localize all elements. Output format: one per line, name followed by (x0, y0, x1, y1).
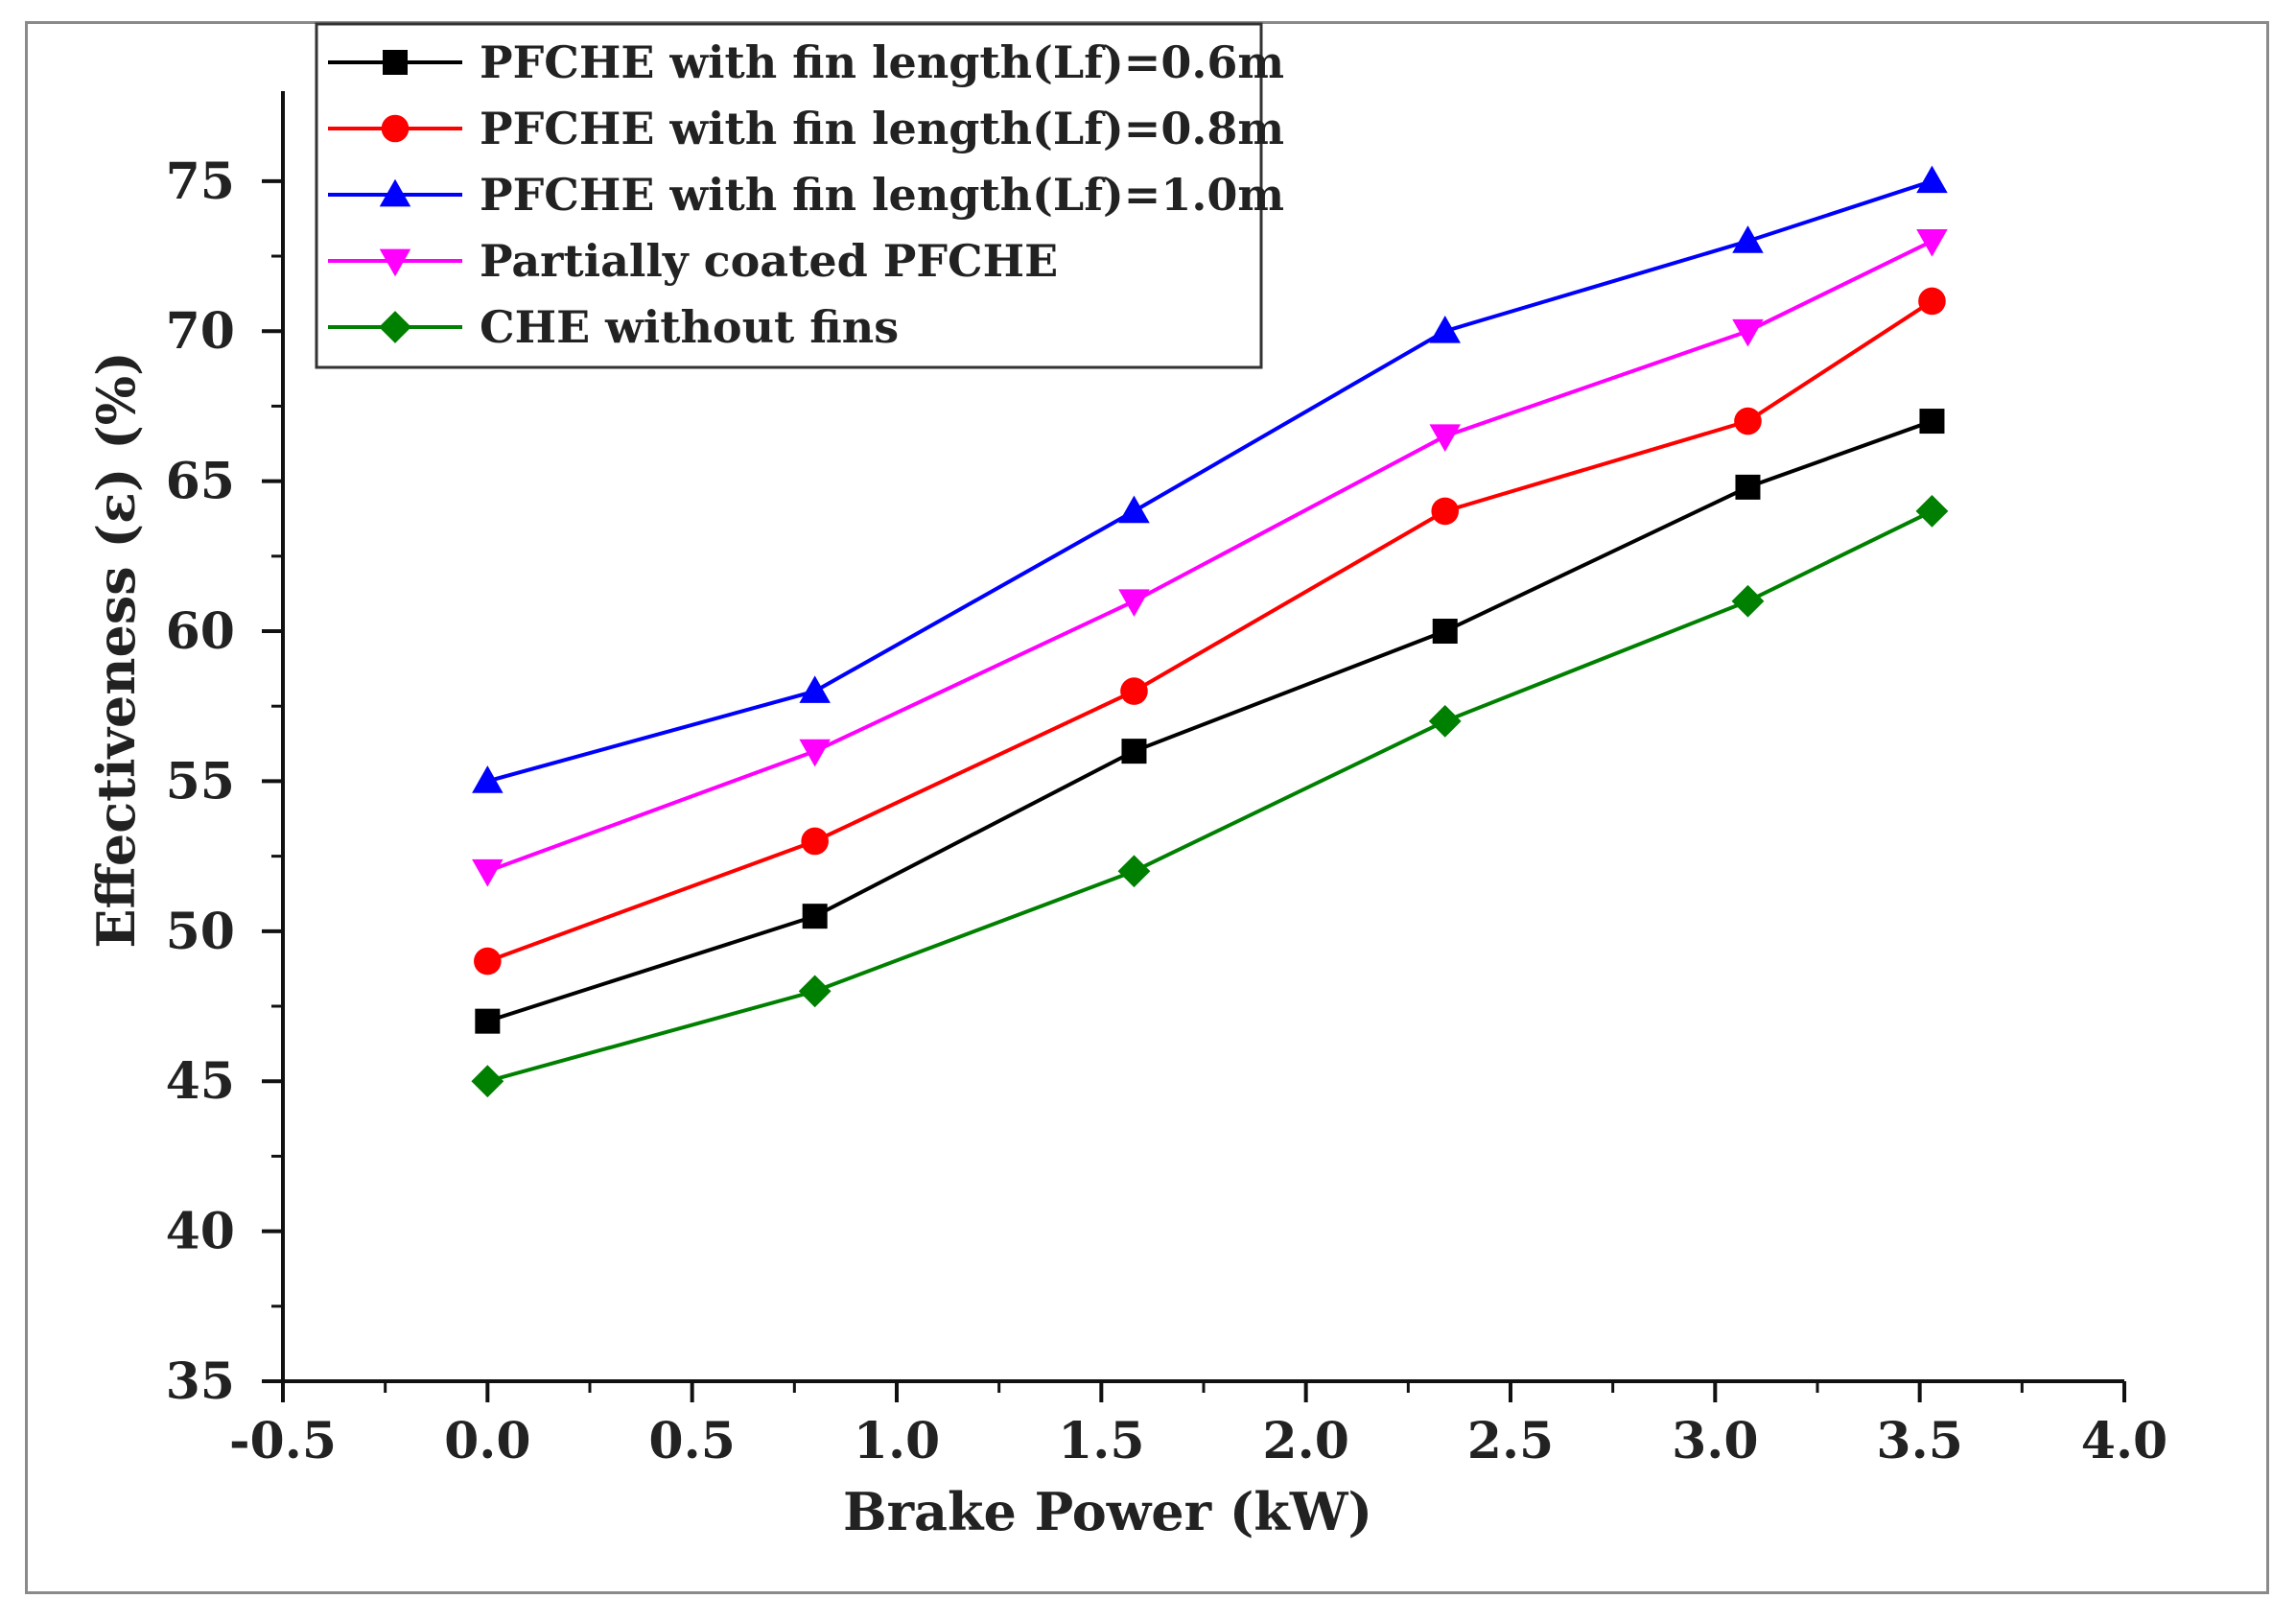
data-point (1735, 474, 1761, 500)
series-2 (474, 287, 1946, 976)
series-layer (471, 165, 1949, 1098)
data-point (1918, 287, 1946, 316)
data-point (801, 827, 829, 856)
y-tick-label: 70 (166, 302, 235, 361)
x-tick-label: 0.5 (648, 1412, 735, 1470)
series-line (486, 299, 1933, 963)
legend-item: Partially coated PFCHE (328, 235, 1058, 287)
data-point (802, 904, 828, 929)
legend-label: CHE without fins (480, 301, 899, 353)
series-line (486, 419, 1933, 1023)
data-point (472, 858, 504, 887)
legend-label: PFCHE with fin length(Lf)=0.6m (480, 36, 1284, 88)
data-point (1429, 424, 1461, 452)
series-line (486, 509, 1933, 1084)
series-3 (472, 165, 1948, 793)
legend-marker (381, 114, 410, 143)
data-point (1734, 407, 1762, 435)
x-tick-label: -0.5 (229, 1412, 337, 1470)
legend: PFCHE with fin length(Lf)=0.6m PFCHE with… (315, 22, 1284, 369)
legend-item: CHE without fins (328, 301, 899, 353)
data-point (1117, 855, 1151, 888)
x-tick-label: 2.5 (1467, 1412, 1554, 1470)
y-axis-title: Effectiveness (ε) (%) (85, 351, 147, 948)
y-axis-ticks: 35 40 45 50 55 60 65 70 75 (166, 153, 283, 1411)
data-point (1732, 318, 1764, 347)
legend-marker (383, 50, 408, 75)
legend-box (315, 22, 1263, 369)
x-tick-label: 2.0 (1262, 1412, 1348, 1470)
legend-label: PFCHE with fin length(Lf)=1.0m (480, 169, 1284, 221)
data-point (1118, 589, 1150, 617)
data-point (1121, 739, 1147, 764)
x-tick-label: 0.0 (444, 1412, 530, 1470)
legend-item: PFCHE with fin length(Lf)=0.8m (328, 103, 1284, 154)
data-point (475, 1008, 501, 1034)
y-tick-label: 35 (166, 1352, 235, 1411)
y-tick-label: 45 (166, 1052, 235, 1111)
data-point (1118, 495, 1150, 524)
data-point (474, 947, 502, 976)
data-point (471, 1065, 504, 1098)
y-tick-label: 40 (166, 1203, 235, 1261)
data-point (799, 739, 831, 767)
y-tick-label: 55 (166, 752, 235, 811)
data-point (1428, 704, 1462, 738)
data-point (1731, 584, 1765, 618)
legend-label: PFCHE with fin length(Lf)=0.8m (480, 103, 1284, 154)
data-point (798, 975, 832, 1008)
data-point (1429, 315, 1461, 343)
data-point (1431, 497, 1460, 526)
x-tick-label: 3.5 (1876, 1412, 1962, 1470)
data-point (1915, 495, 1949, 528)
series-4 (472, 229, 1948, 887)
data-point (799, 675, 831, 703)
x-tick-label: 4.0 (2081, 1412, 2167, 1470)
x-tick-label: 1.0 (854, 1412, 940, 1470)
series-line (486, 178, 1933, 784)
legend-marker (379, 311, 411, 343)
x-axis-ticks: -0.5 0.0 0.5 1.0 1.5 2.0 2.5 3.0 3.5 4.0 (229, 1381, 2167, 1470)
y-tick-label: 60 (166, 602, 235, 661)
y-tick-label: 65 (166, 453, 235, 511)
x-tick-label: 1.5 (1058, 1412, 1144, 1470)
legend-item: PFCHE with fin length(Lf)=0.6m (328, 36, 1284, 88)
series-5 (471, 495, 1949, 1098)
legend-marker (379, 178, 411, 207)
data-point (1916, 229, 1948, 257)
legend-marker (379, 248, 411, 277)
y-tick-label: 50 (166, 903, 235, 961)
y-tick-label: 75 (166, 153, 235, 211)
legend-item: PFCHE with fin length(Lf)=1.0m (328, 169, 1284, 221)
data-point (1120, 677, 1148, 705)
series-line (486, 239, 1933, 874)
x-axis-title: Brake Power (kW) (843, 1481, 1372, 1542)
x-tick-label: 3.0 (1672, 1412, 1758, 1470)
data-point (1432, 619, 1458, 645)
legend-label: Partially coated PFCHE (480, 235, 1058, 287)
data-point (1916, 165, 1948, 194)
data-point (1919, 409, 1945, 435)
data-point (1732, 225, 1764, 253)
series-1 (475, 409, 1945, 1034)
data-point (472, 765, 504, 793)
